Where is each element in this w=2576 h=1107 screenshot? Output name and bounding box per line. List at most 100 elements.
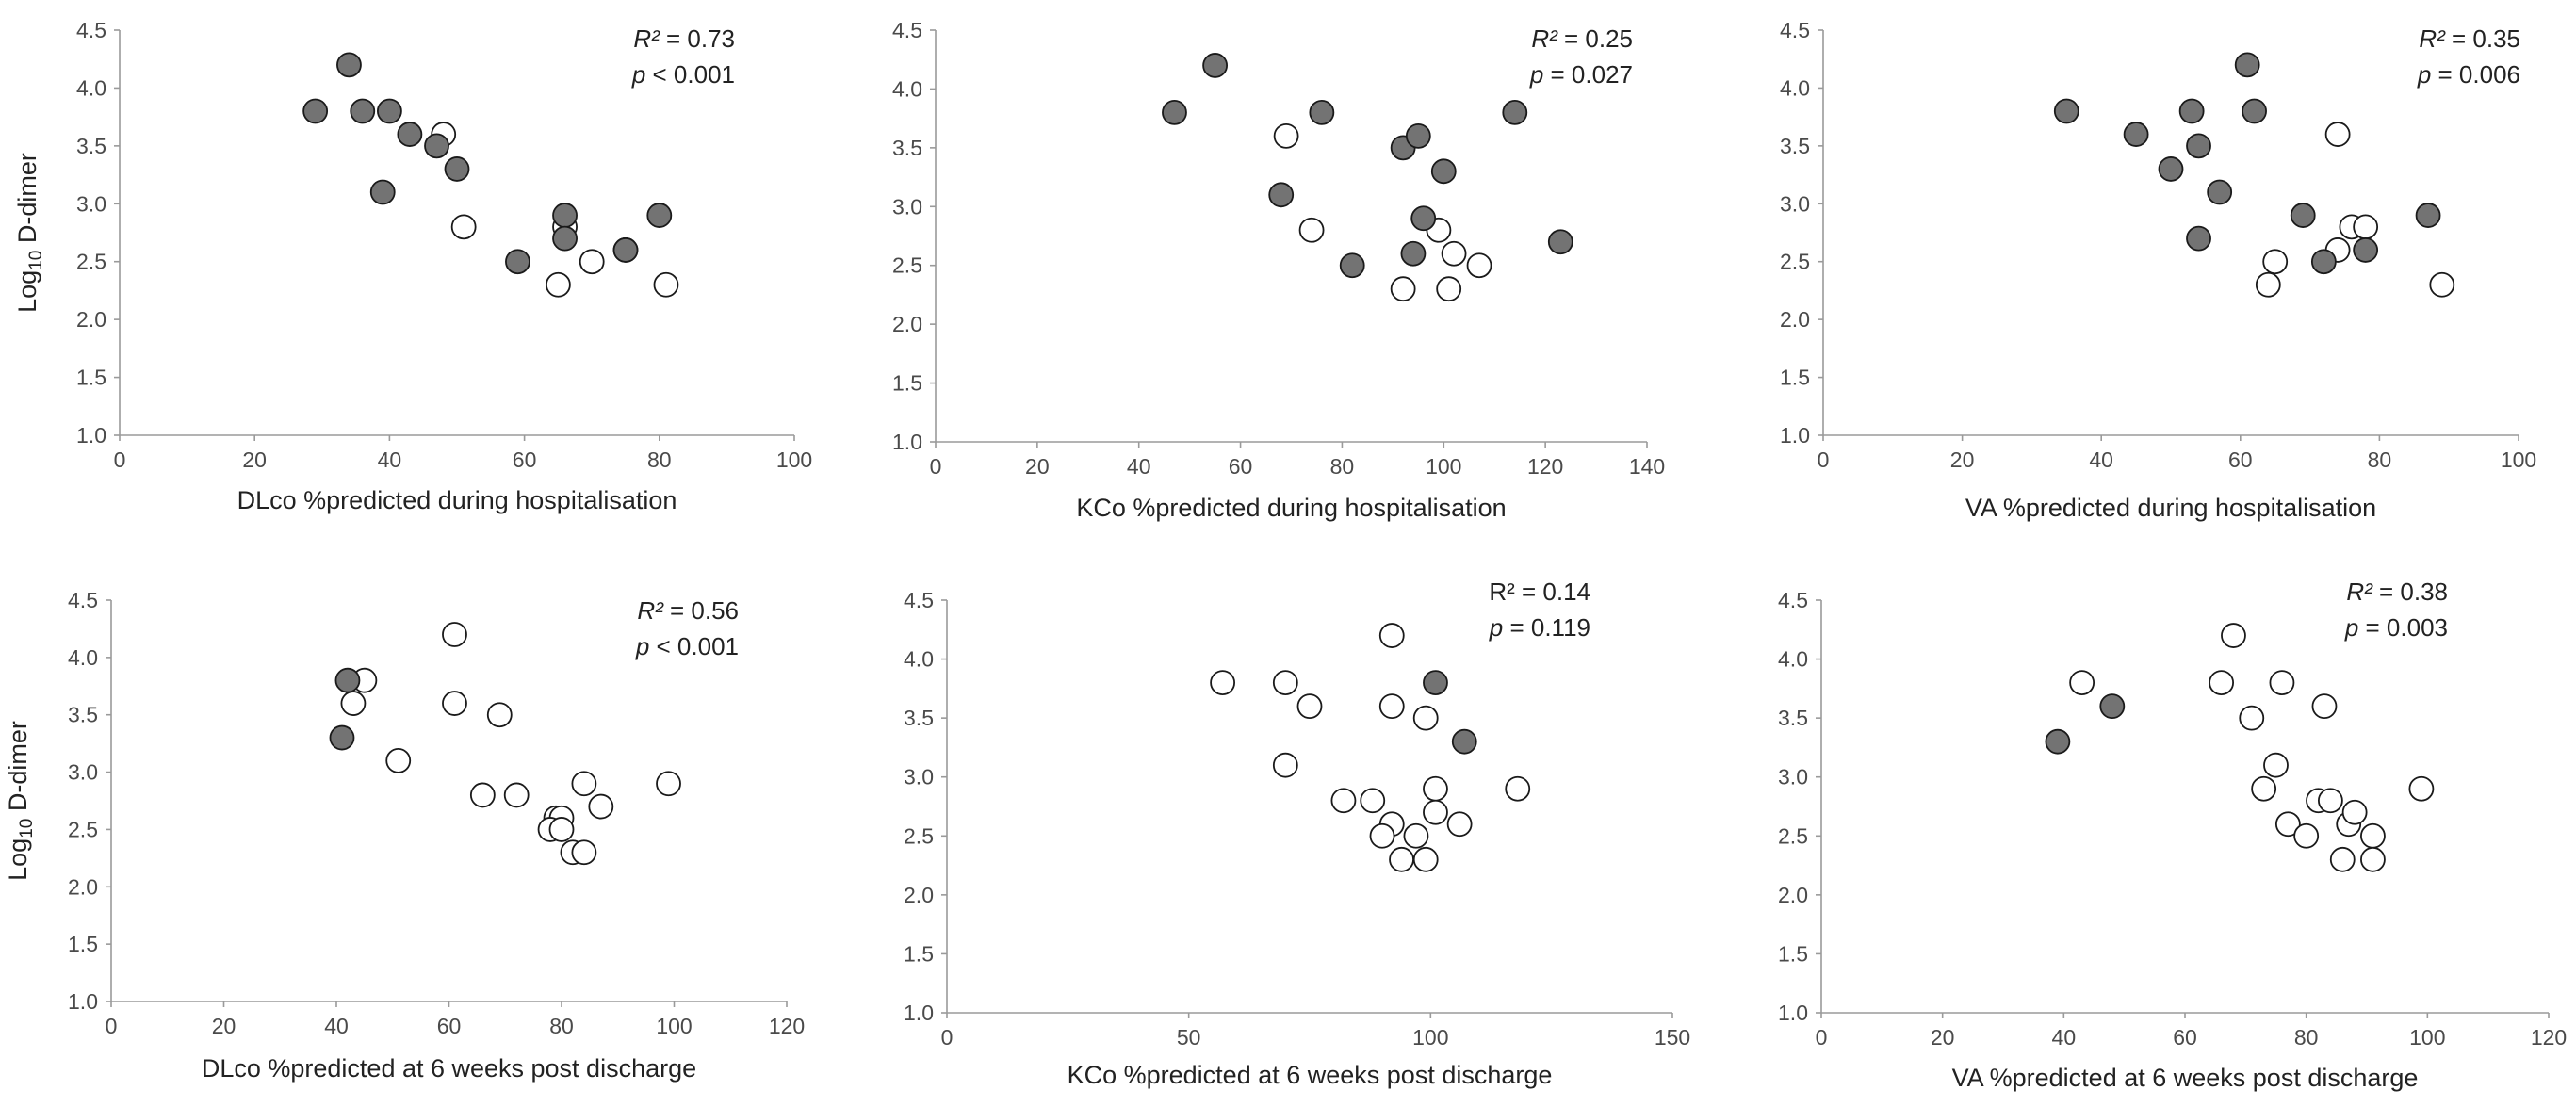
open-data-point — [2353, 214, 2379, 240]
y-tick-label: 1.5 — [1778, 941, 1808, 966]
open-data-point — [469, 782, 496, 808]
y-tick-label: 2.0 — [1780, 307, 1810, 332]
x-tick-label: 80 — [2294, 1025, 2319, 1050]
open-data-point — [1423, 775, 1448, 802]
open-data-point — [2360, 822, 2386, 849]
open-data-point — [546, 271, 571, 298]
x-tick-label: 20 — [1025, 454, 1050, 479]
open-data-point — [486, 702, 513, 728]
filled-data-point — [2178, 98, 2205, 124]
r-squared-label: R² = 0.56 — [637, 596, 739, 625]
y-tick-label: 4.0 — [892, 76, 922, 101]
open-data-point — [2221, 623, 2246, 648]
open-data-point — [2251, 775, 2277, 802]
x-axis-label: DLco %predicted at 6 weeks post discharg… — [202, 1054, 696, 1083]
y-tick-label: 3.0 — [1780, 191, 1810, 216]
y-tick-label: 3.0 — [68, 760, 98, 785]
open-data-point — [2255, 271, 2281, 298]
y-tick-label: 3.5 — [68, 703, 98, 727]
open-data-point — [2360, 846, 2386, 872]
filled-data-point — [1339, 252, 1365, 279]
x-tick-label: 0 — [1818, 448, 1830, 472]
y-tick-label: 4.5 — [904, 588, 934, 612]
filled-data-point — [505, 249, 530, 275]
open-data-point — [442, 622, 467, 647]
open-data-point — [1389, 846, 1414, 872]
filled-data-point — [2234, 52, 2260, 78]
y-tick-label: 4.5 — [1780, 18, 1810, 42]
filled-data-point — [2045, 728, 2071, 755]
chart-panel-3: 1.0 1.5 2.0 2.5 3.0 3.5 4.0 4.5 0 20 40 60 80 100 VA %… — [1780, 18, 2536, 522]
p-value-label: p = 0.006 — [2417, 60, 2520, 89]
y-tick-label: 1.0 — [1778, 1001, 1808, 1025]
filled-data-point — [1162, 100, 1187, 125]
filled-data-point — [350, 98, 376, 124]
y-tick-label: 1.5 — [76, 366, 106, 390]
y-tick-label: 1.0 — [904, 1001, 934, 1025]
open-data-point — [588, 793, 614, 820]
open-data-point — [1441, 240, 1467, 267]
filled-data-point — [424, 133, 449, 159]
x-axis-label: VA %predicted at 6 weeks post discharge — [1952, 1064, 2419, 1092]
x-tick-label: 100 — [1412, 1025, 1448, 1050]
y-tick-label: 2.0 — [904, 883, 934, 907]
y-tick-label: 1.5 — [1780, 366, 1810, 390]
open-data-point — [1330, 788, 1357, 814]
filled-data-point — [329, 724, 355, 751]
y-axis-label: Log10 D-dimer — [13, 153, 46, 313]
x-tick-label: 120 — [769, 1014, 805, 1038]
x-tick-label: 0 — [106, 1014, 118, 1038]
r-squared-label: R² = 0.35 — [2419, 24, 2520, 53]
filled-data-point — [1451, 728, 1477, 755]
x-tick-label: 40 — [378, 448, 402, 472]
filled-data-point — [1547, 229, 1573, 255]
filled-data-point — [302, 98, 329, 124]
open-data-point — [2408, 775, 2435, 802]
filled-data-point — [2290, 203, 2316, 228]
y-tick-label: 2.0 — [1778, 883, 1808, 907]
x-tick-label: 40 — [2089, 448, 2113, 472]
open-data-point — [1466, 252, 1492, 279]
x-tick-label: 80 — [549, 1014, 574, 1038]
chart-panel-4: 1.0 1.5 2.0 2.5 3.0 3.5 4.0 4.5 0 20 40 60 80 100 120 D… — [4, 588, 805, 1083]
open-data-point — [442, 691, 467, 716]
x-tick-label: 60 — [2228, 448, 2253, 472]
open-data-point — [2263, 752, 2289, 778]
chart-panel-5: 1.0 1.5 2.0 2.5 3.0 3.5 4.0 4.5 0 50 100 150 KCo %pr… — [904, 578, 1690, 1089]
p-value-label: p < 0.001 — [631, 60, 735, 89]
x-tick-label: 0 — [114, 448, 126, 472]
filled-data-point — [397, 122, 423, 147]
x-tick-label: 40 — [2052, 1025, 2077, 1050]
x-tick-label: 40 — [1127, 454, 1151, 479]
p-value-label: p = 0.119 — [1489, 613, 1590, 642]
open-data-point — [571, 771, 597, 797]
x-tick-label: 60 — [513, 448, 537, 472]
p-value-label: p < 0.001 — [635, 632, 739, 660]
filled-data-point — [2158, 156, 2184, 182]
open-data-point — [1412, 846, 1439, 872]
filled-data-point — [1309, 100, 1335, 125]
filled-data-point — [1423, 670, 1448, 695]
x-tick-label: 60 — [1229, 454, 1253, 479]
filled-data-point — [1405, 122, 1431, 149]
y-tick-label: 3.5 — [1780, 134, 1810, 158]
y-tick-label: 2.5 — [904, 823, 934, 848]
chart-panel-6: 1.0 1.5 2.0 2.5 3.0 3.5 4.0 4.5 0 20 40 60 80 100 120 V… — [1778, 578, 2567, 1092]
y-tick-label: 2.0 — [892, 312, 922, 336]
filled-data-point — [2353, 237, 2379, 263]
r-squared-label: R² = 0.14 — [1489, 578, 1590, 606]
y-tick-label: 4.0 — [904, 647, 934, 672]
open-data-point — [1298, 217, 1325, 243]
filled-data-point — [2053, 98, 2079, 124]
open-data-point — [503, 782, 530, 808]
open-data-point — [1403, 822, 1429, 849]
y-tick-label: 1.0 — [1780, 423, 1810, 448]
y-tick-label: 4.5 — [68, 588, 98, 612]
open-data-point — [656, 771, 681, 797]
open-data-point — [1446, 811, 1473, 838]
chart-panel-1: 1.0 1.5 2.0 2.5 3.0 3.5 4.0 4.5 0 20 40 60 80 100 DLco… — [13, 18, 812, 514]
open-data-point — [1296, 693, 1323, 720]
filled-data-point — [2207, 179, 2233, 205]
open-data-point — [2317, 788, 2343, 814]
